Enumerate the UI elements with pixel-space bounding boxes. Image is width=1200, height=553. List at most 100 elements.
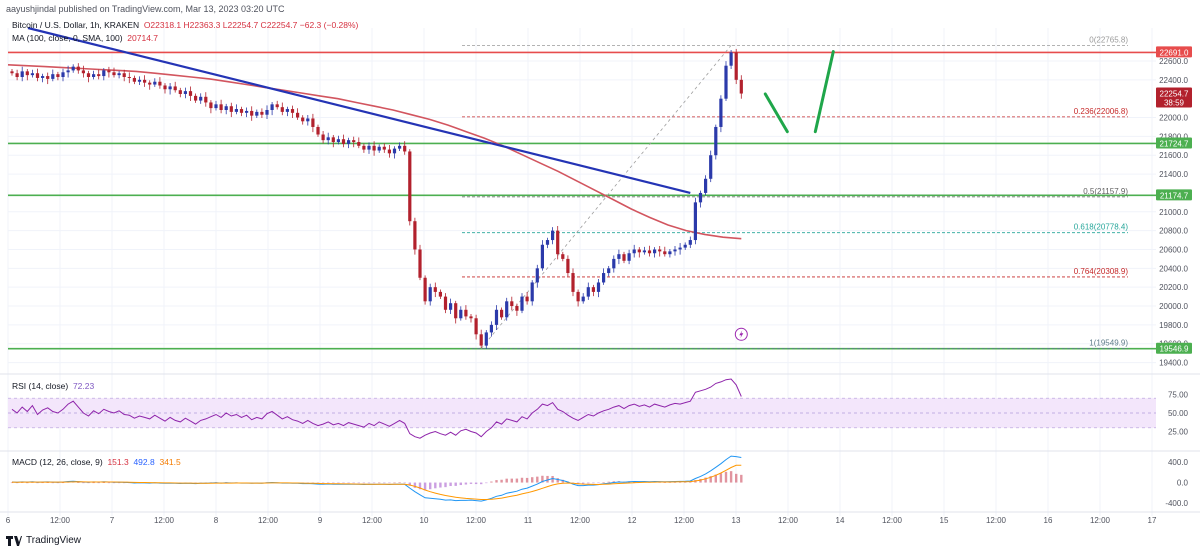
candle-body [357,142,361,146]
candle-body [188,91,193,96]
ma-label: MA (100, close, 0, SMA, 100) [12,33,123,43]
macd-histogram-bar [469,482,473,484]
candle-body [408,151,412,222]
candle-body [51,74,55,79]
macd-histogram-bar [372,482,376,484]
macd-histogram-bar [41,482,44,484]
candle-body [413,221,417,250]
time-tick-label: 12:00 [570,516,591,525]
macd-histogram-bar [464,482,468,485]
time-tick-label: 12:00 [882,516,903,525]
macd-histogram-bar [117,482,121,484]
price-tick-label: 21000.0 [1159,208,1188,217]
macd-histogram-bar [531,477,534,483]
macd-histogram-bar [551,476,554,483]
macd-tick-label: 400.0 [1168,458,1189,467]
fib-level-label: 0(22765.8) [1089,35,1128,44]
candle-body [35,73,40,78]
lightning-badge[interactable] [734,327,748,341]
macd-histogram-bar [347,482,350,484]
candle-body [255,111,259,116]
candle-body [423,277,427,302]
macd-histogram-bar [15,482,19,484]
candle-body [387,149,391,154]
price-tick-label: 20600.0 [1159,245,1188,254]
macd-histogram-bar [546,475,549,483]
macd-hist-value: 151.3 [107,457,129,467]
candle-body [178,90,182,94]
macd-info[interactable]: MACD (12, 26, close, 9) 151.3 492.8 341.… [12,457,181,467]
macd-histogram-bar [87,482,90,484]
time-tick-label: 10 [420,516,429,525]
price-tick-label: 19800.0 [1159,321,1188,330]
price-tag-box [1156,46,1192,58]
candle-body [245,110,249,113]
macd-histogram-bar [515,478,519,483]
candle-body [729,52,733,66]
candle-body [132,77,136,82]
macd-histogram-bar [536,476,539,483]
macd-histogram-bar [378,482,381,484]
macd-histogram-bar [429,482,432,490]
rsi-info[interactable]: RSI (14, close) 72.23 [12,381,94,391]
candle-body [418,249,422,278]
candle-body [97,74,101,77]
macd-histogram-bar [459,482,462,486]
macd-histogram-bar [418,482,422,490]
candle-body [663,251,667,255]
time-tick-label: 9 [318,516,323,525]
candle-body [41,76,45,78]
candle-body [520,296,524,311]
candle-body [739,79,743,94]
candle-body [280,107,284,112]
candle-body [607,268,611,274]
candle-body [479,334,483,346]
price-tag-box [1156,189,1192,201]
lightning-icon [739,330,744,339]
macd-histogram-bar [495,480,498,483]
candle-body [535,268,539,283]
time-tick-label: 13 [732,516,741,525]
fib-level-label: 0.764(20308.9) [1074,267,1129,276]
macd-histogram-bar [107,482,111,484]
candle-body [443,296,448,310]
macd-histogram-bar [36,482,39,484]
candle-body [510,301,514,307]
macd-histogram-bar [541,475,544,483]
time-tick-label: 17 [1148,516,1157,525]
time-tick-label: 12:00 [674,516,695,525]
macd-histogram-bar [709,476,712,483]
candle-body [627,253,631,261]
macd-line-value: 492.8 [133,457,155,467]
candle-body [102,70,106,77]
macd-histogram-bar [362,482,366,484]
fib-level-label: 1(19549.9) [1089,338,1128,347]
candle-body [525,296,529,302]
candle-body [76,66,80,71]
candle-body [683,244,687,248]
macd-histogram-bar [46,482,49,483]
candle-body [581,296,585,302]
ohlc-values: O22318.1 H22363.3 L22254.7 C22254.7 −62.… [143,20,359,30]
macd-histogram-bar [383,482,386,484]
trendline-line [27,26,691,194]
macd-histogram-bar [21,482,24,483]
moving-average [7,64,742,240]
candle-body [20,71,24,78]
ma-info[interactable]: MA (100, close, 0, SMA, 100) 20714.7 [12,33,158,43]
macd-histogram-bar [735,473,738,483]
macd-histogram-bar [673,482,677,483]
trendline[interactable] [27,26,691,194]
candle-body [127,77,131,79]
price-info: Bitcoin / U.S. Dollar, 1h, KRAKEN O22318… [12,20,358,30]
time-tick-label: 12:00 [1090,516,1111,525]
fib-level-label: 0.236(22006.8) [1074,107,1129,116]
candle-body [545,240,550,245]
candle-body [438,291,442,297]
macd-histogram-bar [612,481,615,483]
time-tick-label: 6 [6,516,11,525]
candle-body [285,109,289,112]
candle-body [214,104,218,109]
candle-body [168,86,172,90]
